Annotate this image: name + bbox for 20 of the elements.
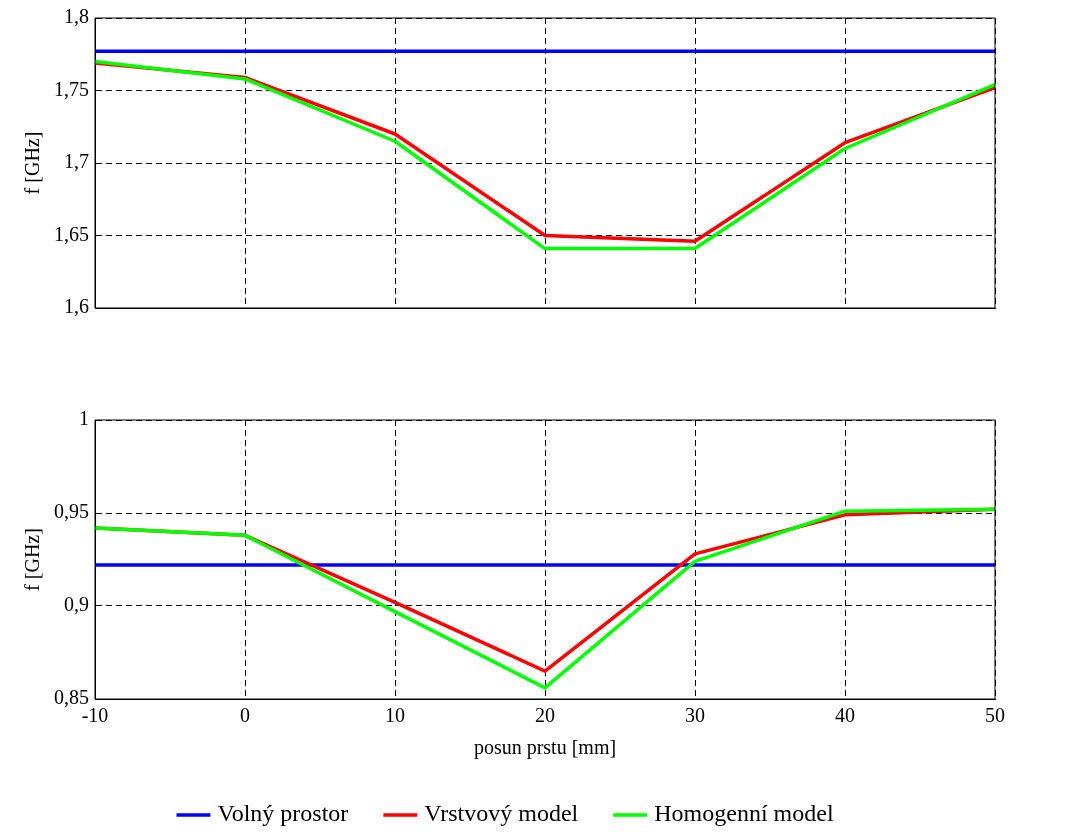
y-tick-label: 1: [79, 407, 89, 430]
x-tick-label: 50: [985, 704, 1005, 727]
y-tick-label: 1,65: [54, 222, 89, 245]
legend-label: Homogenní model: [654, 800, 834, 827]
y-tick-label: 1,6: [64, 295, 89, 318]
legend-label: Vrstvový model: [424, 800, 579, 827]
y-axis-title: f [GHz]: [21, 131, 44, 195]
x-tick-label: 10: [385, 704, 405, 727]
y-tick-label: 1,75: [54, 77, 89, 100]
x-axis-title: posun prstu [mm]: [473, 736, 617, 760]
x-tick-label: 0: [240, 704, 250, 727]
legend-label: Volný prostor: [217, 800, 349, 827]
y-tick-label: 1,8: [64, 5, 89, 28]
x-tick-label: 20: [535, 704, 555, 727]
x-tick-label: 30: [685, 704, 705, 727]
x-tick-label: 40: [835, 704, 855, 727]
y-tick-label: 0,95: [54, 500, 89, 523]
y-tick-label: 0,9: [64, 593, 89, 616]
y-tick-label: 1,7: [64, 150, 89, 173]
y-axis-title: f [GHz]: [21, 528, 44, 591]
